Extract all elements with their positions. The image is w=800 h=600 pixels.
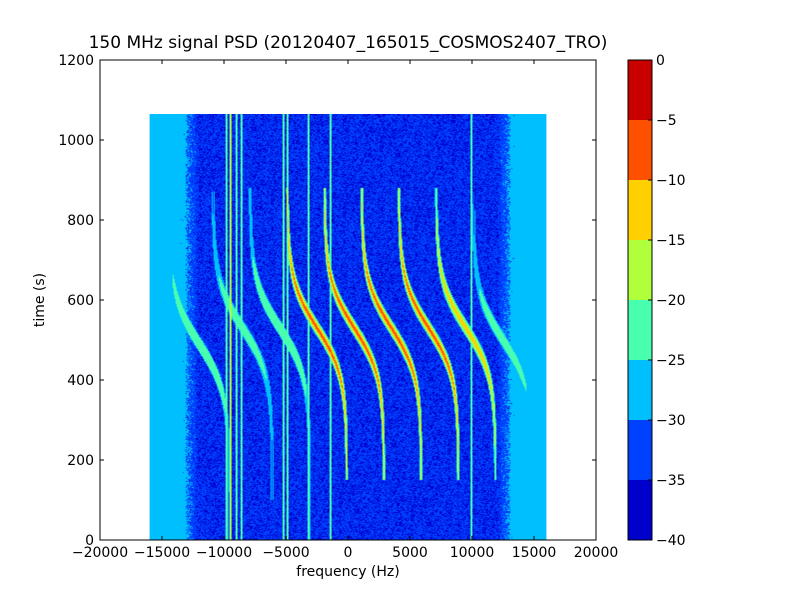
colorbar-segment	[628, 420, 652, 480]
y-tick-label: 200	[67, 453, 94, 469]
chart-title: 150 MHz signal PSD (20120407_165015_COSM…	[89, 33, 608, 53]
x-tick-label: −20000	[72, 545, 128, 561]
x-tick-label: 0	[344, 545, 353, 561]
x-tick-label: −15000	[134, 545, 190, 561]
x-tick-label: −10000	[196, 545, 252, 561]
x-axis-label: frequency (Hz)	[296, 564, 399, 580]
colorbar-tick-label: −40	[656, 533, 686, 549]
spectrogram-heatmap	[149, 114, 547, 540]
y-tick-label: 800	[67, 213, 94, 229]
colorbar-tick-label: −15	[656, 233, 686, 249]
colorbar-segment	[628, 120, 652, 180]
colorbar-segment	[628, 360, 652, 420]
colorbar-segment	[628, 300, 652, 360]
y-axis-ticks: 0 200 400 600 800 1000 1200	[58, 53, 596, 549]
colorbar-tick-label: −10	[656, 173, 686, 189]
x-tick-label: 10000	[450, 545, 495, 561]
colorbar-tick-label: −35	[656, 473, 686, 489]
colorbar-tick-label: −25	[656, 353, 686, 369]
x-tick-label: 15000	[512, 545, 557, 561]
y-tick-label: 400	[67, 373, 94, 389]
y-tick-label: 600	[67, 293, 94, 309]
colorbar-tick-label: −20	[656, 293, 686, 309]
colorbar-segment	[628, 60, 652, 120]
x-tick-label: −5000	[262, 545, 309, 561]
x-tick-label: 5000	[392, 545, 428, 561]
colorbar-tick-label: −5	[656, 113, 677, 129]
colorbar-segment	[628, 240, 652, 300]
x-tick-label: 20000	[574, 545, 619, 561]
colorbar: 0 −5 −10 −15 −20 −25 −30 −35 −40	[627, 53, 686, 549]
colorbar-segment	[628, 480, 652, 540]
x-axis-ticks: −20000 −15000 −10000 −5000 0 5000 10000 15000 20…	[72, 60, 618, 561]
y-tick-label: 0	[85, 533, 94, 549]
colorbar-segment	[628, 180, 652, 240]
y-axis-label: time (s)	[32, 273, 48, 327]
plot-area: −20000 −15000 −10000 −5000 0 5000 10000 15000 20…	[58, 53, 618, 561]
colorbar-tick-label: 0	[656, 53, 665, 69]
colorbar-tick-label: −30	[656, 413, 686, 429]
y-tick-label: 1000	[58, 133, 94, 149]
y-tick-label: 1200	[58, 53, 94, 69]
